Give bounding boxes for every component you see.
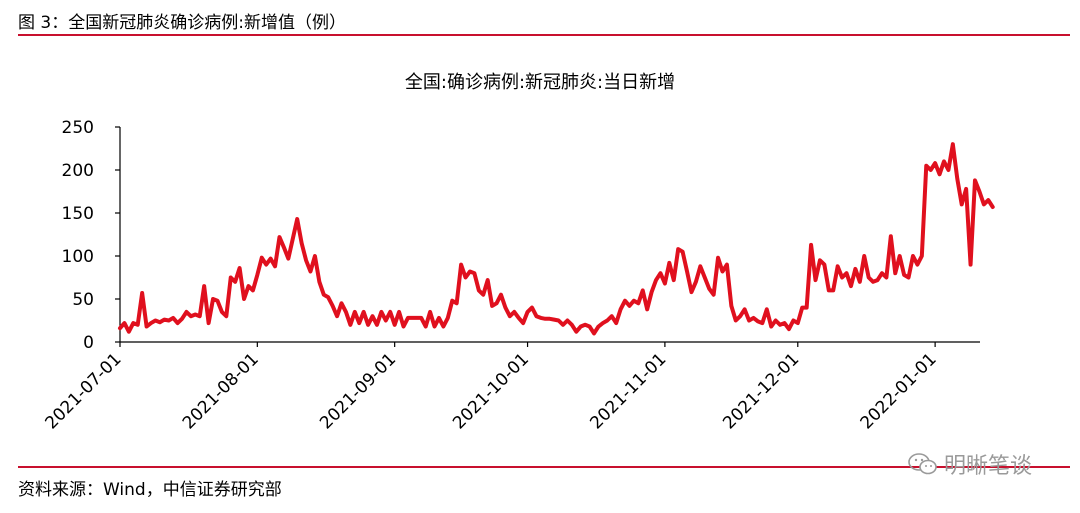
top-rule [18,34,1070,36]
y-tick-label: 50 [72,290,94,310]
y-axis-ticks: 0 50 100 150 200 250 [62,118,120,353]
chart-title: 全国:确诊病例:新冠肺炎:当日新增 [404,72,676,93]
figure-title: 图 3：全国新冠肺炎确诊病例:新增值（例） [18,13,346,33]
bottom-rule [18,466,1070,468]
wechat-icon [908,453,937,475]
x-tick-label: 2021-11-01 [586,349,670,433]
x-tick-label: 2022-01-01 [857,349,941,433]
x-axis-ticks: 2021-07-01 2021-08-01 2021-09-01 2021-10-01… [42,342,941,433]
y-tick-label: 0 [83,333,94,353]
watermark-text: 明晰笔谈 [944,454,1033,479]
chart-axes [119,127,980,343]
x-tick-label: 2021-10-01 [449,349,533,433]
y-tick-label: 250 [62,118,94,138]
x-tick-label: 2021-07-01 [42,349,126,433]
watermark: 明晰笔谈 [908,448,1032,480]
y-tick-label: 100 [62,247,94,267]
source-note: 资料来源：Wind，中信证券研究部 [18,480,282,500]
x-tick-label: 2021-08-01 [179,349,263,433]
x-tick-label: 2021-09-01 [316,349,400,433]
y-tick-label: 200 [62,161,94,181]
x-tick-label: 2021-12-01 [719,349,803,433]
series-line [118,142,995,336]
y-tick-label: 150 [62,204,94,224]
